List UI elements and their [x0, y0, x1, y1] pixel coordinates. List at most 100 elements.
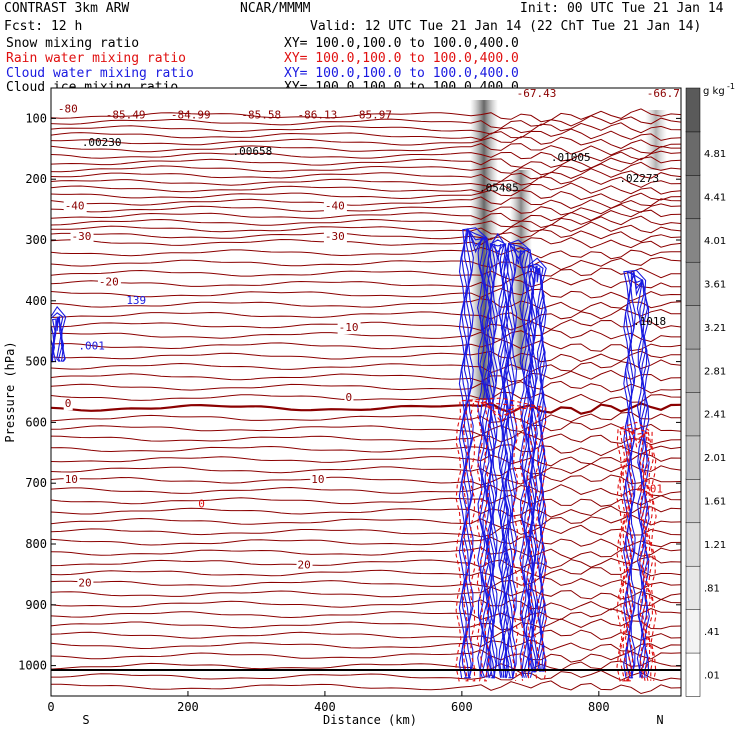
isotherm-line — [51, 421, 681, 436]
cloud-water-contour — [461, 228, 491, 679]
isotherm-line — [51, 547, 681, 560]
header-valid: Valid: 12 UTC Tue 21 Jan 14 (22 ChT Tue … — [310, 19, 702, 34]
colorbar-swatch — [685, 608, 701, 654]
isotherm-line — [51, 444, 681, 457]
colorbar: .01 .41 .81 1.21 1.61 2.01 2.41 2.81 3.21 3.61 4.0… — [685, 87, 726, 697]
colorbar-level-label: 4.01 — [704, 236, 726, 247]
isotherm-line — [51, 209, 681, 222]
legend-cloud-water-xy: XY= 100.0,100.0 to 100.0,400.0 — [284, 66, 519, 81]
colorbar-level-label: .01 — [704, 670, 720, 681]
colorbar-level-label: .81 — [704, 583, 720, 594]
isotherm-line — [51, 391, 681, 404]
isotherm-line — [51, 182, 681, 195]
x-tick-label: 0 — [47, 700, 54, 714]
isotherm-line — [51, 586, 681, 601]
y-tick-label: 600 — [25, 415, 47, 429]
isotherm-line — [51, 473, 681, 486]
isotherm-line — [51, 618, 681, 631]
legend-snow-xy: XY= 100.0,100.0 to 100.0,400.0 — [284, 36, 519, 51]
isotherm-line — [51, 168, 681, 182]
colorbar-swatch — [685, 174, 701, 220]
cloud-water-contour — [630, 271, 643, 679]
colorbar-level-label: 1.61 — [704, 497, 726, 508]
isotherm-line — [51, 359, 681, 374]
y-tick-label: 200 — [25, 172, 47, 186]
temperature-contour-label: -40 — [325, 200, 345, 213]
colorbar-swatch — [685, 87, 701, 133]
rain-water-contour — [455, 397, 548, 682]
isotherm-line — [51, 236, 681, 249]
temperature-contour-label: 20 — [78, 577, 91, 590]
extremum-label: .1018 — [633, 315, 666, 328]
extremum-label: -67.43 — [517, 87, 557, 100]
isotherm-line — [51, 514, 681, 528]
isotherm-line — [51, 567, 681, 580]
extremum-label: .00230 — [82, 136, 122, 149]
isotherm-line — [51, 411, 681, 426]
colorbar-swatch — [685, 565, 701, 610]
colorbar-swatch — [685, 218, 701, 263]
x-axis-title: Distance (km) — [323, 713, 417, 727]
temperature-contour-label: 0 — [65, 397, 72, 410]
header-fcst: Fcst: 12 h — [4, 19, 83, 34]
colorbar-swatch — [685, 304, 701, 350]
contour-label-bg — [63, 474, 80, 487]
colorbar-swatch — [685, 391, 701, 437]
extremum-label: -86.13 — [298, 108, 338, 121]
rain-water-contour — [476, 399, 526, 682]
isotherm-line — [51, 452, 681, 467]
isotherm-line — [51, 267, 681, 281]
contour-label-bg — [77, 577, 94, 590]
isotherm-line — [51, 298, 681, 312]
contour-labels: -80 -40 -30 -20 -10 0 10 20 -40 -30 0 10 20 -85.49 -84… — [56, 87, 680, 590]
rain-water-contour — [624, 428, 649, 682]
isotherm-line — [51, 277, 681, 289]
isotherm-line — [51, 494, 681, 507]
isotherm-line — [51, 535, 681, 550]
colorbar-swatch — [685, 261, 701, 306]
temperature-contour-label: 20 — [298, 558, 311, 571]
x-axis: 0 200 400 600 800 — [47, 691, 610, 714]
extremum-label: .02273 — [619, 172, 659, 185]
isotherm-line — [51, 143, 681, 156]
rain-water-contour — [622, 427, 651, 682]
header-center: NCAR/MMMM — [240, 1, 311, 16]
x-tick-label: 800 — [588, 700, 610, 714]
contour-label-bg — [310, 474, 327, 487]
y-axis-title: Pressure (hPa) — [3, 341, 17, 442]
contour-label-bg — [344, 392, 354, 405]
temperature-contour-label: -30 — [325, 230, 345, 243]
x-tick-label: 400 — [314, 700, 336, 714]
isotherm-line — [51, 176, 681, 188]
y-tick-label: 500 — [25, 355, 47, 369]
isotherm-line — [51, 524, 681, 538]
temperature-contour-label: 0 — [345, 391, 352, 404]
isotherm-line — [51, 189, 681, 203]
isotherm-line — [51, 608, 681, 621]
isotherm-line — [51, 196, 681, 209]
temperature-contour-label: -30 — [72, 230, 92, 243]
colorbar-swatch — [685, 131, 701, 176]
extremum-label: -66.7 — [647, 87, 680, 100]
header-init: Init: 00 UTC Tue 21 Jan 14 — [520, 1, 724, 16]
x-tick-label: 600 — [451, 700, 473, 714]
cloud-water-contour — [490, 243, 506, 679]
colorbar-swatch — [685, 478, 701, 524]
y-tick-label: 100 — [25, 111, 47, 125]
isotherm-line — [51, 287, 681, 302]
isotherm-line — [51, 660, 681, 674]
isotherm-line — [51, 318, 681, 331]
temperature-contour-label: 10 — [65, 473, 78, 486]
zero-isotherm — [51, 402, 681, 415]
isotherm-line — [51, 308, 681, 322]
colorbar-unit-exponent: -1 — [727, 82, 735, 91]
isotherm-line — [51, 669, 681, 682]
extremum-label: .01005 — [551, 151, 591, 164]
contour-label-bg — [70, 231, 94, 243]
extremum-label: 0 — [198, 498, 205, 511]
colorbar-level-label: 2.01 — [704, 453, 726, 464]
colorbar-swatch — [685, 522, 701, 567]
colorbar-swatch — [685, 348, 701, 393]
cloud-water-contour — [52, 316, 63, 363]
